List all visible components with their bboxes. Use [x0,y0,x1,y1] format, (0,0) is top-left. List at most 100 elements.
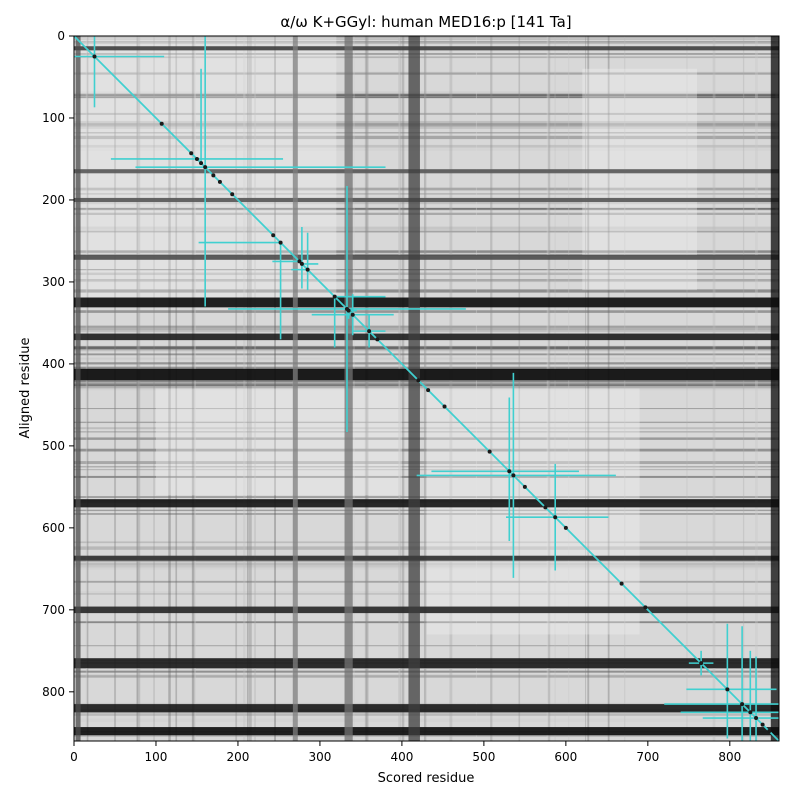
heatmap-col-stripe [246,36,249,741]
heatmap-col-stripe [547,36,551,741]
heatmap-row-stripe [74,349,779,352]
heatmap-row-stripe [74,559,779,563]
heatmap-row-stripe [74,469,779,471]
data-point [442,404,447,409]
x-tick-label: 100 [145,750,168,764]
y-tick-label: 500 [42,439,65,453]
data-point [211,173,216,178]
y-tick-label: 400 [42,357,65,371]
heatmap-row-stripe [74,380,779,383]
heatmap-row-stripe [74,461,779,464]
data-point [740,702,745,707]
heatmap-dark-row [74,197,779,203]
heatmap-col-stripe [235,36,238,741]
heatmap-col-stripe [623,36,626,741]
heatmap-col-stripe [423,36,426,741]
heatmap-dark-row [74,704,779,713]
heatmap-row-stripe [74,38,779,40]
heatmap-row-stripe [74,357,779,361]
heatmap-col-stripe [136,36,139,741]
heatmap-col-stripe [755,36,758,741]
heatmap-row-stripe [74,448,779,452]
heatmap-row-stripe [74,427,779,430]
heatmap-row-stripe [74,670,779,673]
data-point [487,449,492,454]
heatmap-row-stripe [74,193,779,195]
y-tick-label: 300 [42,275,65,289]
x-tick-label: 500 [472,750,495,764]
data-points [92,54,772,734]
heatmap-row-stripe [74,408,779,410]
heatmap-row-stripe [74,187,779,191]
heatmap-light-patch [155,388,402,496]
heatmap-row-stripe [74,230,779,233]
data-point [299,261,304,266]
heatmap-row-stripe [74,565,779,568]
heatmap-row-stripe [74,675,779,678]
heatmap-row-stripe [74,466,779,468]
x-axis-ticks: 0 100 200 300 400 500 600 700 800 [70,741,741,764]
data-point [199,161,204,166]
data-point [344,306,349,311]
data-point [563,525,568,530]
heatmap-col-stripe [742,36,745,741]
heatmap-row-stripe [74,144,779,148]
x-tick-label: 400 [390,750,413,764]
heatmap-col-stripe [686,36,688,741]
heatmap-col-stripe [193,36,197,741]
heatmap-row-stripe [74,56,779,59]
data-point [159,121,164,126]
heatmap-col-stripe [401,36,405,741]
x-tick-label: 800 [718,750,741,764]
heatmap-col-stripe [175,36,178,741]
heatmap-row-stripe [74,326,779,330]
heatmap-row-stripe [74,250,779,253]
data-point [619,581,624,586]
y-axis-ticks: 0 100 200 300 400 500 600 700 800 [42,29,74,699]
heatmap-dark-col [292,36,298,741]
heatmap-col-stripe [398,36,400,741]
data-point [92,54,97,59]
heatmap-row-stripe [74,202,779,205]
heatmap-row-stripe [74,580,779,583]
heatmap-row-stripe [74,41,779,45]
heatmap-row-stripe [74,310,779,313]
heatmap-dark-row [74,499,779,508]
heatmap-col-stripe [518,36,521,741]
heatmap-row-stripe [74,541,779,544]
x-tick-label: 700 [636,750,659,764]
data-point [297,259,302,264]
heatmap-col-stripe [153,36,155,741]
heatmap-row-stripe [74,645,779,647]
heatmap-row-stripe [74,385,779,389]
data-point [748,710,753,715]
data-point [416,378,421,383]
x-axis-label: Scored residue [378,771,475,786]
heatmap-row-stripe [74,346,779,350]
heatmap-row-stripe [74,207,779,210]
heatmap-row-stripe [74,289,779,293]
heatmap-row-stripe [74,362,779,365]
data-point [760,722,765,727]
y-tick-label: 0 [57,29,65,43]
heatmap-row-stripe [74,120,779,124]
heatmap-row-stripe [74,674,779,677]
heatmap-row-stripe [74,36,779,39]
data-point [217,179,222,184]
heatmap-row-stripe [74,52,779,55]
heatmap-row-stripe [74,702,779,705]
heatmap-row-stripe [74,72,779,75]
heatmap-row-stripe [74,125,779,129]
heatmap-row-stripe [74,421,779,424]
heatmap-col-stripe [546,36,550,741]
heatmap-row-stripe [74,135,779,140]
x-tick-label: 600 [554,750,577,764]
heatmap-row-stripe [74,330,779,333]
data-point [643,605,648,610]
heatmap-row-stripe [74,667,779,669]
heatmap-row-stripe [74,148,779,151]
data-point [305,267,310,272]
heatmap-row-stripe [74,562,779,566]
heatmap-col-stripe [712,36,716,741]
